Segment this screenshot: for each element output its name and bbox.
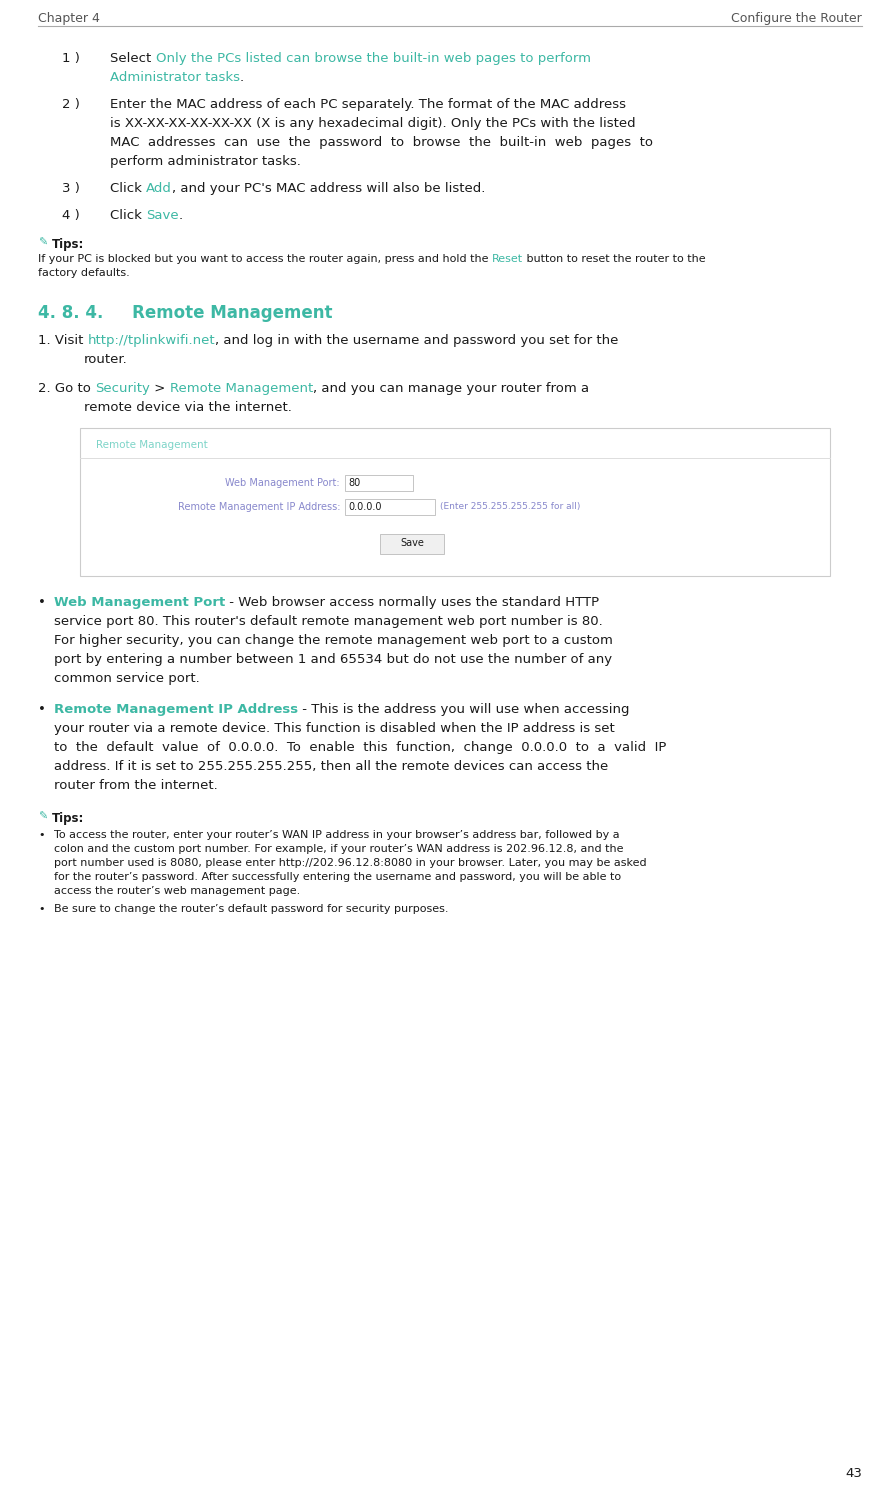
Text: perform administrator tasks.: perform administrator tasks. (110, 154, 301, 168)
Text: , and log in with the username and password you set for the: , and log in with the username and passw… (215, 334, 619, 347)
Text: your router via a remote device. This function is disabled when the IP address i: your router via a remote device. This fu… (54, 722, 615, 735)
Text: 4. 8. 4.     Remote Management: 4. 8. 4. Remote Management (38, 304, 333, 322)
Text: >: > (150, 382, 169, 395)
Text: Configure the Router: Configure the Router (731, 12, 862, 25)
Text: 1 ): 1 ) (62, 52, 80, 65)
Text: For higher security, you can change the remote management web port to a custom: For higher security, you can change the … (54, 634, 613, 647)
Text: 1. Visit: 1. Visit (38, 334, 87, 347)
Text: ✎: ✎ (38, 812, 47, 823)
Text: Remote Management IP Address:: Remote Management IP Address: (178, 502, 340, 512)
Bar (80, 428, 830, 576)
Text: Only the PCs listed can browse the built-in web pages to perform: Only the PCs listed can browse the built… (155, 52, 591, 65)
Text: factory defaults.: factory defaults. (38, 267, 129, 278)
Text: (Enter 255.255.255.255 for all): (Enter 255.255.255.255 for all) (440, 502, 581, 511)
Text: , and you can manage your router from a: , and you can manage your router from a (313, 382, 589, 395)
Text: 2 ): 2 ) (62, 98, 80, 111)
Text: - This is the address you will use when accessing: - This is the address you will use when … (298, 702, 630, 716)
Text: .: . (178, 209, 183, 221)
Text: 2. Go to: 2. Go to (38, 382, 95, 395)
Text: MAC  addresses  can  use  the  password  to  browse  the  built-in  web  pages  : MAC addresses can use the password to br… (110, 137, 653, 148)
Text: Add: Add (146, 183, 172, 195)
Text: router from the internet.: router from the internet. (54, 780, 218, 792)
Text: Remote Management IP Address: Remote Management IP Address (54, 702, 298, 716)
Text: is XX-XX-XX-XX-XX-XX (X is any hexadecimal digit). Only the PCs with the listed: is XX-XX-XX-XX-XX-XX (X is any hexadecim… (110, 117, 636, 131)
Text: ✎: ✎ (38, 238, 47, 248)
Text: 43: 43 (845, 1467, 862, 1481)
Bar (345, 499, 435, 515)
Text: Reset: Reset (492, 254, 523, 264)
Text: Click: Click (110, 183, 146, 195)
Text: address. If it is set to 255.255.255.255, then all the remote devices can access: address. If it is set to 255.255.255.255… (54, 760, 608, 774)
Text: Web Management Port: Web Management Port (54, 595, 226, 609)
Text: Web Management Port:: Web Management Port: (226, 478, 340, 489)
Text: Remote Management: Remote Management (169, 382, 313, 395)
Text: Enter the MAC address of each PC separately. The format of the MAC address: Enter the MAC address of each PC separat… (110, 98, 626, 111)
Text: To access the router, enter your router’s WAN IP address in your browser’s addre: To access the router, enter your router’… (54, 830, 620, 841)
Text: Tips:: Tips: (52, 812, 85, 826)
Text: - Web browser access normally uses the standard HTTP: - Web browser access normally uses the s… (226, 595, 599, 609)
Text: access the router’s web management page.: access the router’s web management page. (54, 887, 301, 895)
Text: Click: Click (110, 209, 146, 221)
Text: If your PC is blocked but you want to access the router again, press and hold th: If your PC is blocked but you want to ac… (38, 254, 492, 264)
Text: 4 ): 4 ) (62, 209, 80, 221)
Text: •: • (38, 830, 45, 841)
Text: Select: Select (110, 52, 155, 65)
Text: remote device via the internet.: remote device via the internet. (84, 401, 292, 414)
Text: for the router’s password. After successfully entering the username and password: for the router’s password. After success… (54, 872, 621, 882)
Text: Security: Security (95, 382, 150, 395)
Text: Tips:: Tips: (52, 238, 85, 251)
Text: , and your PC's MAC address will also be listed.: , and your PC's MAC address will also be… (172, 183, 485, 195)
Text: 80: 80 (348, 478, 360, 489)
Text: •: • (38, 702, 45, 716)
Bar (380, 535, 444, 554)
Text: •: • (38, 595, 45, 609)
Text: Save: Save (146, 209, 178, 221)
Text: service port 80. This router's default remote management web port number is 80.: service port 80. This router's default r… (54, 615, 603, 628)
Text: 3 ): 3 ) (62, 183, 80, 195)
Text: Chapter 4: Chapter 4 (38, 12, 100, 25)
Text: to  the  default  value  of  0.0.0.0.  To  enable  this  function,  change  0.0.: to the default value of 0.0.0.0. To enab… (54, 741, 666, 754)
Text: common service port.: common service port. (54, 673, 200, 685)
Text: •: • (38, 904, 45, 913)
Text: button to reset the router to the: button to reset the router to the (523, 254, 706, 264)
Text: Save: Save (401, 538, 424, 548)
Text: colon and the custom port number. For example, if your router’s WAN address is 2: colon and the custom port number. For ex… (54, 843, 624, 854)
Text: router.: router. (84, 353, 128, 365)
Text: port by entering a number between 1 and 65534 but do not use the number of any: port by entering a number between 1 and … (54, 653, 612, 665)
Text: Administrator tasks: Administrator tasks (110, 71, 240, 85)
Text: http://tplinkwifi.net: http://tplinkwifi.net (87, 334, 215, 347)
Bar (345, 475, 413, 492)
Text: 0.0.0.0: 0.0.0.0 (348, 502, 382, 512)
Text: port number used is 8080, please enter http://202.96.12.8:8080 in your browser. : port number used is 8080, please enter h… (54, 858, 647, 869)
Text: Be sure to change the router’s default password for security purposes.: Be sure to change the router’s default p… (54, 904, 449, 913)
Text: Remote Management: Remote Management (96, 440, 208, 450)
Text: .: . (240, 71, 244, 85)
